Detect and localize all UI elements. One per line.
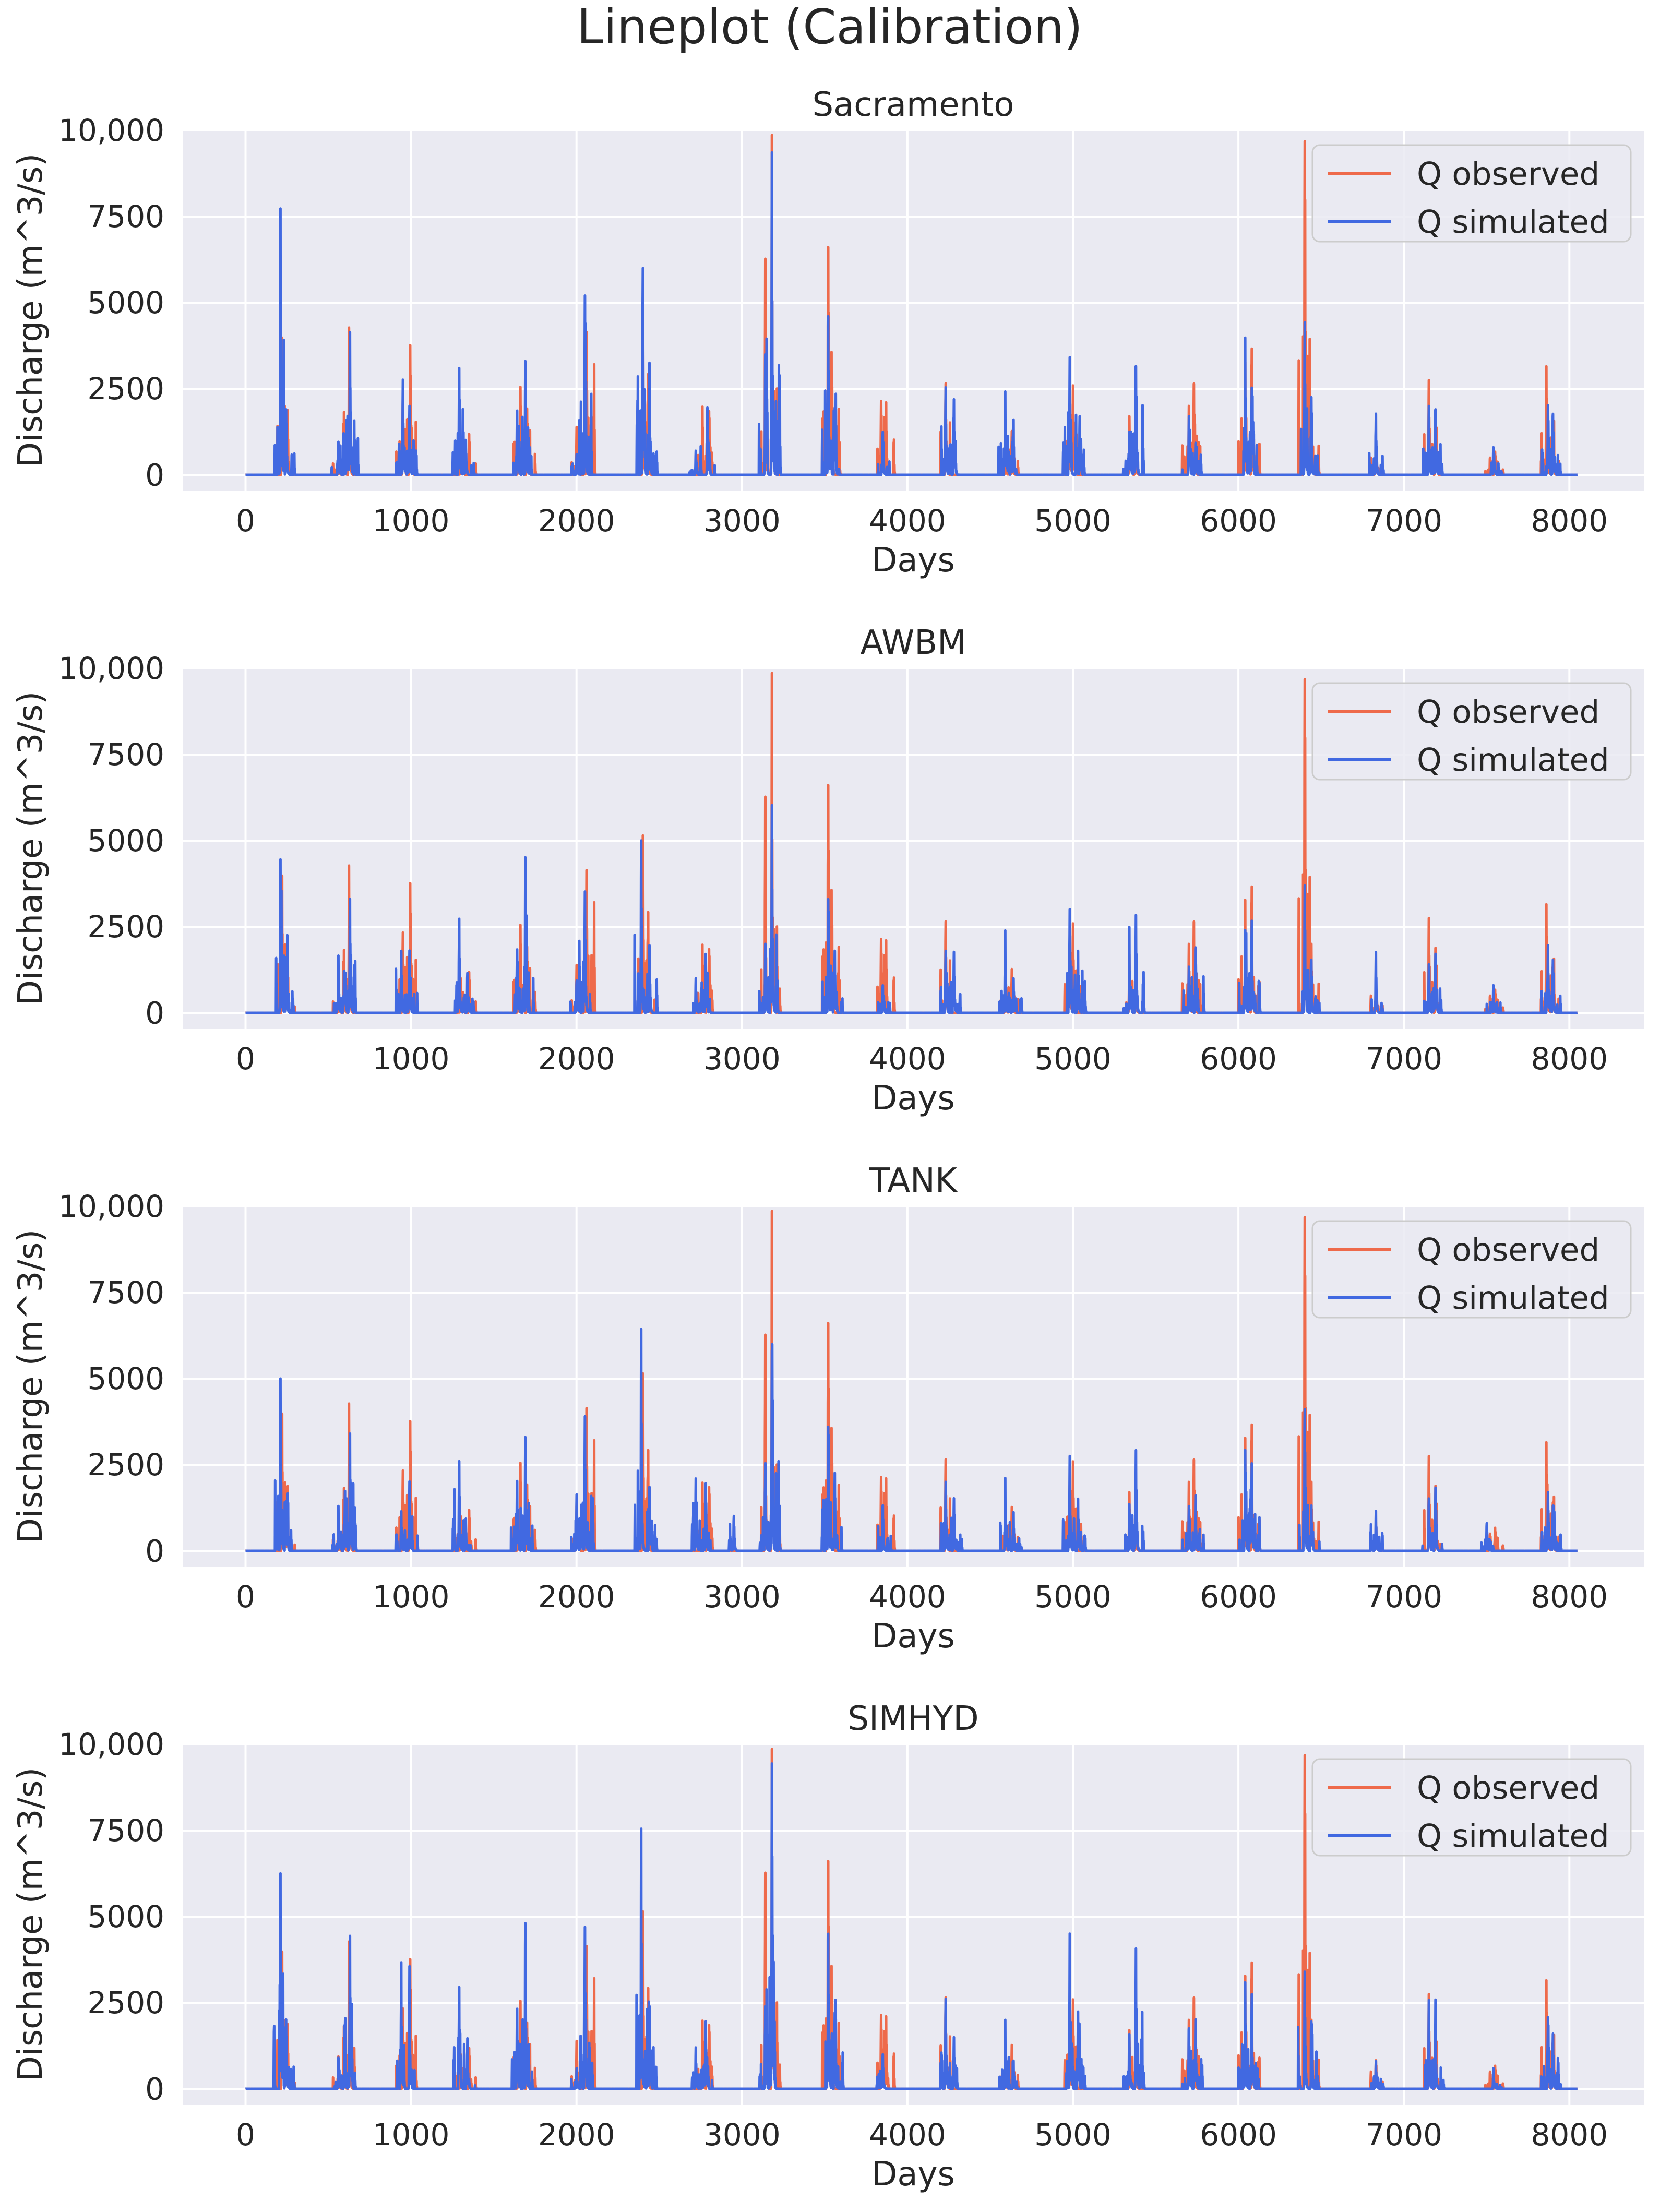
legend-label: Q simulated [1417,204,1609,241]
y-tick-label: 10,000 [58,113,164,148]
y-tick-label: 10,000 [58,651,164,686]
x-tick-label: 0 [236,503,255,539]
legend-label: Q observed [1417,1231,1599,1269]
legend-label: Q simulated [1417,1818,1609,1855]
x-tick-label: 0 [236,1579,255,1615]
x-tick-label: 5000 [1034,1041,1112,1077]
y-tick-label: 2500 [87,371,164,406]
legend-label: Q simulated [1417,742,1609,779]
figure-title: Lineplot (Calibration) [577,0,1083,55]
x-tick-label: 7000 [1365,503,1442,539]
subplot-title: AWBM [861,624,966,662]
y-tick-label: 0 [145,457,164,493]
y-tick-label: 7500 [87,737,164,772]
y-tick-label: 2500 [87,909,164,944]
x-tick-label: 3000 [703,503,781,539]
y-tick-label: 5000 [87,1361,164,1396]
y-tick-label: 0 [145,2071,164,2107]
x-tick-label: 3000 [703,1579,781,1615]
simulated-series-line [244,1762,1579,2090]
x-tick-label: 5000 [1034,503,1112,539]
subplot-awbm: 0 1000 2000 3000 4000 5000 6000 7000 8000 0 2500 50… [11,624,1644,1118]
subplot-sacramento: 0 1000 2000 3000 4000 5000 6000 7000 8000 0 2500 50… [11,86,1644,580]
y-tick-label: 2500 [87,1985,164,2020]
x-tick-label: 0 [236,2117,255,2153]
y-axis-label: Discharge (m^3/s) [11,1767,50,2082]
x-tick-label: 8000 [1531,503,1608,539]
legend: Q observed Q simulated [1311,144,1632,243]
x-tick-label: 8000 [1531,1041,1608,1077]
y-tick-label: 5000 [87,823,164,858]
x-tick-label: 5000 [1034,2117,1112,2153]
x-tick-label: 6000 [1200,2117,1277,2153]
x-tick-label: 4000 [869,503,946,539]
x-tick-label: 2000 [538,503,615,539]
x-tick-label: 1000 [373,503,450,539]
legend-label: Q observed [1417,694,1599,731]
y-axis-label: Discharge (m^3/s) [11,691,50,1006]
y-tick-label: 10,000 [58,1189,164,1224]
y-axis-label: Discharge (m^3/s) [11,153,50,468]
subplots-container: 0 1000 2000 3000 4000 5000 6000 7000 8000 0 2500 50… [11,86,1644,2194]
x-axis-label: Days [871,1617,955,1656]
y-tick-label: 2500 [87,1447,164,1482]
legend-box [1311,144,1632,243]
x-tick-label: 1000 [373,1579,450,1615]
x-tick-label: 6000 [1200,503,1277,539]
y-tick-label: 5000 [87,1899,164,1934]
legend: Q observed Q simulated [1311,682,1632,781]
simulated-series-line [244,1328,1579,1552]
x-axis-label: Days [871,1079,955,1118]
x-tick-label: 7000 [1365,1041,1442,1077]
x-tick-label: 6000 [1200,1579,1277,1615]
subplot-simhyd: 0 1000 2000 3000 4000 5000 6000 7000 8000 0 2500 50… [11,1700,1644,2194]
legend: Q observed Q simulated [1311,1758,1632,1857]
y-tick-label: 7500 [87,199,164,234]
subplot-title: Sacramento [812,86,1014,124]
x-axis-label: Days [871,2155,955,2194]
x-tick-label: 1000 [373,1041,450,1077]
x-tick-label: 4000 [869,2117,946,2153]
simulated-series-line [244,151,1579,476]
legend-label: Q observed [1417,1769,1599,1807]
y-tick-label: 7500 [87,1275,164,1310]
x-tick-label: 8000 [1531,1579,1608,1615]
x-tick-label: 2000 [538,2117,615,2153]
subplot-title: SIMHYD [847,1700,978,1738]
legend-box [1311,682,1632,781]
legend-box [1311,1758,1632,1857]
subplot-tank: 0 1000 2000 3000 4000 5000 6000 7000 8000 0 2500 50… [11,1162,1644,1656]
x-tick-label: 8000 [1531,2117,1608,2153]
x-tick-label: 2000 [538,1579,615,1615]
x-tick-label: 6000 [1200,1041,1277,1077]
y-axis-label: Discharge (m^3/s) [11,1229,50,1544]
x-tick-label: 3000 [703,1041,781,1077]
y-tick-label: 10,000 [58,1727,164,1762]
legend-label: Q observed [1417,156,1599,193]
x-tick-label: 7000 [1365,1579,1442,1615]
x-tick-label: 0 [236,1041,255,1077]
x-tick-label: 1000 [373,2117,450,2153]
x-tick-label: 4000 [869,1579,946,1615]
legend: Q observed Q simulated [1311,1220,1632,1319]
simulated-series-line [244,804,1579,1014]
y-tick-label: 7500 [87,1813,164,1848]
x-tick-label: 5000 [1034,1579,1112,1615]
subplot-title: TANK [869,1162,958,1200]
legend-label: Q simulated [1417,1280,1609,1317]
x-tick-label: 2000 [538,1041,615,1077]
y-tick-label: 0 [145,1533,164,1569]
y-tick-label: 5000 [87,285,164,320]
legend-box [1311,1220,1632,1319]
x-tick-label: 7000 [1365,2117,1442,2153]
x-tick-label: 4000 [869,1041,946,1077]
y-tick-label: 0 [145,995,164,1031]
x-axis-label: Days [871,541,955,580]
x-tick-label: 3000 [703,2117,781,2153]
